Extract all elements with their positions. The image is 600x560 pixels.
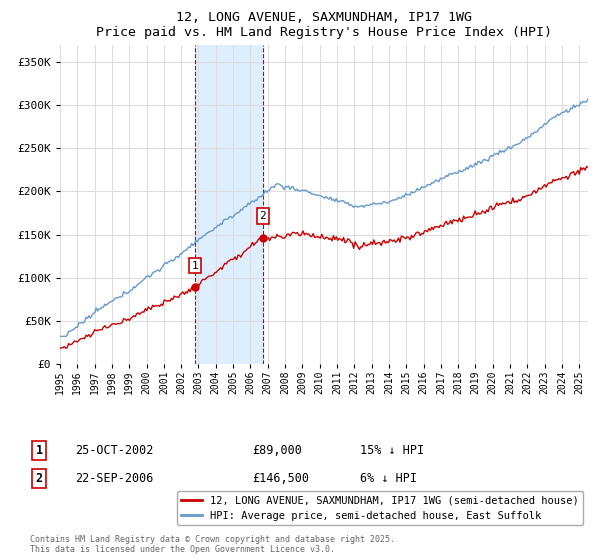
Text: 1: 1 xyxy=(35,444,43,458)
Bar xyxy=(195,45,263,364)
Text: 6% ↓ HPI: 6% ↓ HPI xyxy=(360,472,417,486)
Text: Contains HM Land Registry data © Crown copyright and database right 2025.
This d: Contains HM Land Registry data © Crown c… xyxy=(30,535,395,554)
Title: 12, LONG AVENUE, SAXMUNDHAM, IP17 1WG
Price paid vs. HM Land Registry's House Pr: 12, LONG AVENUE, SAXMUNDHAM, IP17 1WG Pr… xyxy=(96,11,552,39)
Legend: 12, LONG AVENUE, SAXMUNDHAM, IP17 1WG (semi-detached house), HPI: Average price,: 12, LONG AVENUE, SAXMUNDHAM, IP17 1WG (s… xyxy=(176,491,583,525)
Text: 25-OCT-2002: 25-OCT-2002 xyxy=(75,444,154,458)
Text: 2: 2 xyxy=(35,472,43,486)
Text: 22-SEP-2006: 22-SEP-2006 xyxy=(75,472,154,486)
Text: 2: 2 xyxy=(260,211,266,221)
Text: £146,500: £146,500 xyxy=(252,472,309,486)
Text: 15% ↓ HPI: 15% ↓ HPI xyxy=(360,444,424,458)
Text: 1: 1 xyxy=(192,260,199,270)
Text: £89,000: £89,000 xyxy=(252,444,302,458)
